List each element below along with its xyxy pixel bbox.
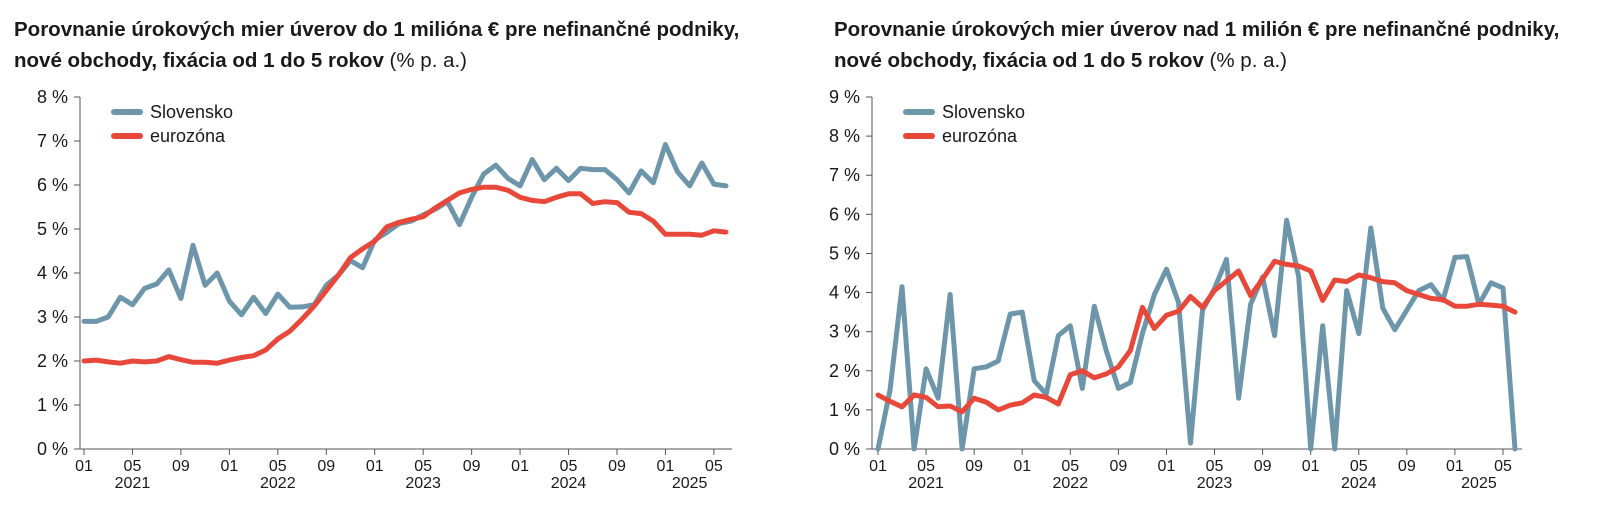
series-line-slovensko [81,142,729,324]
x-year-label: 2025 [1461,475,1497,492]
chart-title-unit: (% p. a.) [1209,49,1288,72]
x-tick-label: 05 [124,458,142,475]
chart-title-text: Porovnanie úrokových mier úverov do 1 mi… [14,18,740,72]
line-chart-small-loans: 0 % 1 % 2 % 3 % 4 % 5 % 6 % 7 % 8 % 01 05 09 01 05 09 0… [37,87,732,492]
series-line-slovensko [875,217,1518,452]
x-tick-label: 01 [75,458,93,475]
y-tick-label: 6 % [37,175,68,195]
x-year-label: 2024 [551,475,587,492]
x-tick-label: 01 [1013,458,1031,475]
x-tick-label: 05 [1061,458,1079,475]
x-tick-label: 05 [560,458,578,475]
x-tick-label: 05 [269,458,287,475]
chart-panel-right: Porovnanie úrokových mier úverov nad 1 m… [820,0,1620,529]
x-tick-label: 01 [1446,458,1464,475]
x-tick-label: 09 [1254,458,1272,475]
y-tick-label: 7 % [37,131,68,151]
series-line-eurozona [875,258,1518,415]
x-tick-label: 05 [705,458,723,475]
x-year-label: 2024 [1341,475,1377,492]
x-tick-label: 09 [172,458,190,475]
x-tick-label: 05 [1350,458,1368,475]
legend-label: eurozóna [150,126,226,146]
x-year-label: 2022 [1053,475,1089,492]
y-tick-label: 5 % [37,219,68,239]
x-year-label: 2022 [260,475,296,492]
y-tick-label: 1 % [829,400,860,420]
y-tick-label: 0 % [37,439,68,459]
chart-title-unit: (% p. a.) [389,49,468,72]
chart-title: Porovnanie úrokových mier úverov do 1 mi… [14,14,784,76]
x-tick-label: 09 [463,458,481,475]
y-tick-label: 3 % [829,322,860,342]
x-tick-label: 01 [869,458,887,475]
y-tick-label: 4 % [37,263,68,283]
x-tick-label: 09 [317,458,335,475]
y-tick-label: 2 % [37,351,68,371]
x-tick-label: 01 [366,458,384,475]
x-tick-label: 01 [657,458,675,475]
x-tick-label: 01 [1302,458,1320,475]
y-tick-label: 1 % [37,395,68,415]
x-year-label: 2025 [672,475,708,492]
x-tick-label: 01 [511,458,529,475]
x-year-label: 2023 [405,475,441,492]
y-tick-label: 4 % [829,283,860,303]
chart-panel-left: Porovnanie úrokových mier úverov do 1 mi… [0,0,800,529]
line-chart-large-loans: 0 % 1 % 2 % 3 % 4 % 5 % 6 % 7 % 8 % 9 % 01 05 09 01 05… [829,87,1522,492]
x-tick-label: 09 [608,458,626,475]
x-tick-label: 01 [220,458,238,475]
series-line-eurozona [81,184,729,366]
legend-label: Slovensko [942,102,1025,122]
x-tick-label: 05 [1206,458,1224,475]
y-tick-label: 6 % [829,204,860,224]
y-tick-label: 2 % [829,361,860,381]
chart-title: Porovnanie úrokových mier úverov nad 1 m… [834,14,1604,76]
y-tick-label: 8 % [829,126,860,146]
chart-title-text: Porovnanie úrokových mier úverov nad 1 m… [834,18,1560,72]
y-tick-label: 9 % [829,87,860,107]
y-tick-label: 7 % [829,165,860,185]
x-year-label: 2021 [115,475,151,492]
x-tick-label: 09 [1109,458,1127,475]
x-tick-label: 01 [1158,458,1176,475]
x-tick-label: 05 [917,458,935,475]
x-tick-label: 05 [414,458,432,475]
y-tick-label: 5 % [829,243,860,263]
legend-label: eurozóna [942,126,1018,146]
y-tick-label: 8 % [37,87,68,107]
y-tick-label: 3 % [37,307,68,327]
x-tick-label: 09 [965,458,983,475]
x-year-label: 2021 [908,475,944,492]
y-tick-label: 0 % [829,439,860,459]
x-tick-label: 09 [1398,458,1416,475]
legend-label: Slovensko [150,102,233,122]
x-year-label: 2023 [1197,475,1233,492]
x-tick-label: 05 [1494,458,1512,475]
